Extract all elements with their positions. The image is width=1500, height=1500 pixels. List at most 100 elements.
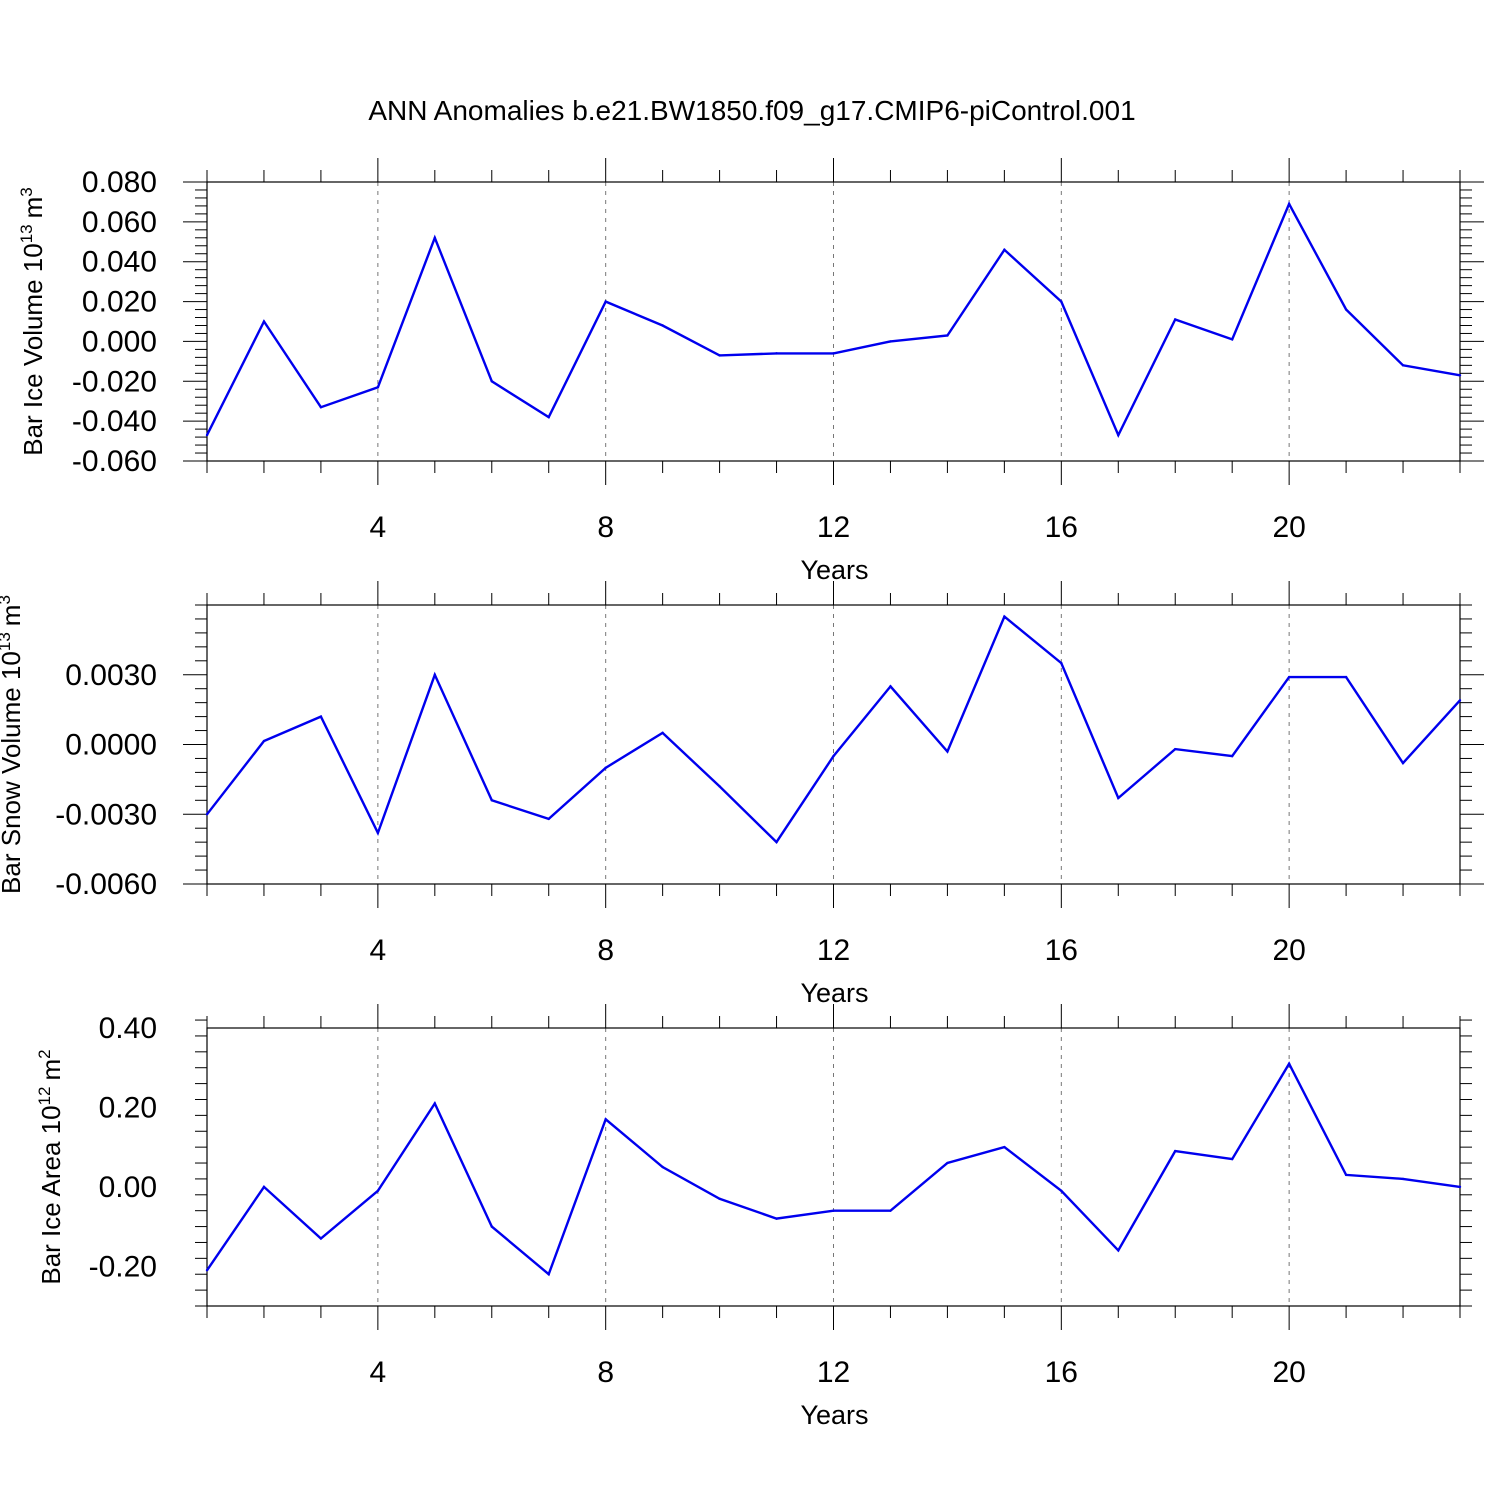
data-point <box>262 739 266 743</box>
data-point <box>1117 433 1120 437</box>
data-point <box>775 1217 778 1220</box>
data-point <box>718 354 721 357</box>
data-point <box>376 1189 380 1193</box>
data-point <box>319 405 323 409</box>
data-point <box>946 750 949 753</box>
data-point <box>490 1225 493 1228</box>
y-axis-label-unit-exponent: 3 <box>17 187 36 196</box>
y-axis-label-text: Bar Ice Volume 10 <box>18 243 48 455</box>
data-point <box>604 766 607 769</box>
x-tick-label: 4 <box>370 511 387 544</box>
data-point <box>946 334 949 337</box>
data-point <box>889 340 892 343</box>
data-point <box>1174 747 1177 751</box>
chart-panels: 4 8 12 16 20 -0.060 -0.040 -0.020 0.000 0.020 0.04… <box>0 158 1484 1430</box>
data-point <box>1117 1249 1120 1252</box>
y-tick-label: -0.20 <box>89 1250 157 1283</box>
data-point <box>433 673 437 676</box>
data-point <box>205 433 209 437</box>
data-point <box>718 785 721 788</box>
data-point <box>1344 308 1348 311</box>
x-tick-label: 8 <box>597 1356 614 1389</box>
y-axis-label-exponent: 13 <box>17 224 36 243</box>
data-point <box>832 754 835 758</box>
x-tick-label: 16 <box>1045 934 1078 967</box>
data-point <box>1287 675 1291 679</box>
x-tick-label: 20 <box>1272 1356 1305 1389</box>
data-point <box>1458 374 1462 377</box>
data-point <box>433 236 437 239</box>
y-axis-label: Bar Ice Area 1012 m2 <box>35 1049 66 1284</box>
data-point <box>205 813 209 816</box>
data-point <box>946 1161 949 1165</box>
data-point <box>490 380 493 383</box>
data-point <box>205 1269 209 1272</box>
panel-1: 4 8 12 16 20 -0.060 -0.040 -0.020 0.000 0.020 0.04… <box>17 158 1484 585</box>
y-tick-label: 0.020 <box>82 286 157 319</box>
data-point <box>1458 1185 1462 1189</box>
x-tick-label: 20 <box>1272 511 1305 544</box>
data-point <box>1117 796 1120 800</box>
data-point <box>1458 699 1462 702</box>
data-point <box>604 300 607 303</box>
panel-3: 4 8 12 16 20 -0.20 0.00 0.20 0.40 Years Bar Ice Ar… <box>35 1004 1472 1430</box>
data-point <box>547 1273 550 1276</box>
data-point <box>889 1209 892 1212</box>
x-tick-label: 8 <box>597 511 614 544</box>
x-tick-label: 4 <box>370 1356 387 1389</box>
y-tick-label: -0.040 <box>72 405 157 438</box>
data-point <box>1230 338 1234 341</box>
data-point <box>832 352 835 355</box>
y-tick-label: 0.080 <box>82 166 157 199</box>
data-point <box>1401 1177 1405 1181</box>
data-point <box>775 352 778 355</box>
y-tick-label: -0.0030 <box>55 798 157 831</box>
series-line <box>206 1061 1461 1277</box>
data-point <box>376 831 380 835</box>
y-tick-label: 0.0000 <box>65 729 157 762</box>
data-point <box>433 1102 437 1105</box>
data-point <box>1230 1157 1234 1161</box>
x-axis-label: Years <box>800 1400 868 1430</box>
chart-title: ANN Anomalies b.e21.BW1850.f09_g17.CMIP6… <box>368 95 1135 126</box>
x-axis-label: Years <box>800 978 868 1008</box>
data-point <box>1401 761 1405 765</box>
y-axis-label-text: Bar Snow Volume 10 <box>0 651 26 894</box>
y-axis-label-unit-exponent: 3 <box>0 595 14 604</box>
data-point <box>262 1185 266 1189</box>
data-point <box>661 324 664 327</box>
data-point <box>1230 754 1234 758</box>
data-point <box>1060 661 1063 665</box>
y-tick-label: -0.0060 <box>55 868 157 901</box>
y-axis-label-unit: m <box>36 1059 66 1081</box>
y-tick-label: 0.40 <box>99 1012 157 1045</box>
y-tick-label: 0.060 <box>82 206 157 239</box>
data-point <box>547 415 550 419</box>
y-axis-label-unit-exponent: 2 <box>35 1049 54 1058</box>
data-point <box>832 1209 835 1212</box>
data-point <box>1174 1149 1177 1153</box>
y-axis-label: Bar Ice Volume 1013 m3 <box>17 187 48 456</box>
data-point <box>1003 248 1006 251</box>
y-axis-label-exponent: 13 <box>0 632 14 651</box>
x-tick-label: 16 <box>1045 511 1078 544</box>
data-point <box>718 1197 721 1200</box>
data-point <box>661 1165 664 1169</box>
data-point <box>547 817 550 821</box>
data-point <box>889 685 892 688</box>
data-point <box>1060 300 1063 303</box>
x-tick-label: 12 <box>817 934 850 967</box>
x-axis-label: Years <box>800 555 868 585</box>
data-point <box>1003 1145 1006 1149</box>
data-point <box>490 799 493 802</box>
x-tick-label: 16 <box>1045 1356 1078 1389</box>
x-tick-label: 8 <box>597 934 614 967</box>
y-tick-label: -0.020 <box>72 365 157 398</box>
data-point <box>661 731 664 735</box>
y-tick-label: 0.20 <box>99 1091 157 1124</box>
x-tick-label: 12 <box>817 511 850 544</box>
data-point <box>1344 675 1348 679</box>
y-tick-label: 0.040 <box>82 246 157 279</box>
y-axis-label-text: Bar Ice Area 10 <box>36 1105 66 1284</box>
